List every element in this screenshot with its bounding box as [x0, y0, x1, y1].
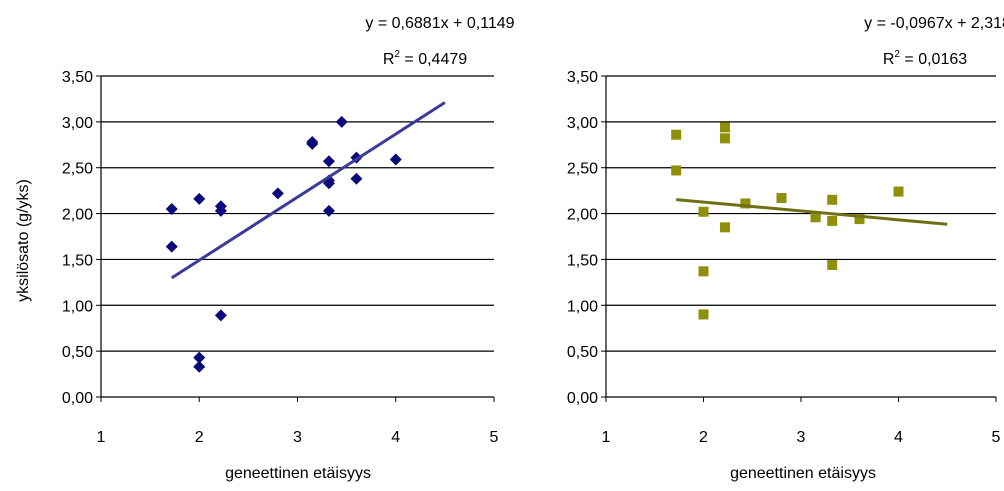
trendline	[170, 101, 446, 280]
y-tick-label: 3,50	[567, 69, 598, 86]
x-axis-title: geneettinen etäisyys	[225, 465, 371, 482]
data-point-diamond	[165, 240, 178, 253]
data-point-square	[698, 266, 709, 277]
data-point-diamond	[322, 204, 335, 217]
y-tick-label: 2,00	[567, 207, 598, 224]
data-point-square	[698, 309, 709, 320]
y-tick-label: 0,00	[62, 390, 93, 407]
r-squared-superscript: 2	[894, 49, 900, 60]
x-tick-label: 5	[992, 429, 1001, 446]
x-tick-label: 3	[797, 429, 806, 446]
r-squared-prefix: R	[883, 51, 895, 68]
data-point-diamond	[214, 309, 227, 322]
x-tick-label: 1	[97, 429, 106, 446]
data-point-square	[719, 133, 730, 144]
r-squared-superscript: 2	[394, 49, 400, 60]
x-tick-label: 2	[699, 429, 708, 446]
y-tick-label: 0,50	[567, 344, 598, 361]
data-point-diamond	[214, 204, 227, 217]
data-point-diamond	[389, 153, 402, 166]
x-tick-label: 5	[490, 429, 499, 446]
data-point-square	[827, 259, 838, 270]
y-tick-label: 3,50	[62, 69, 93, 86]
y-tick-label: 1,00	[62, 298, 93, 315]
data-point-square	[719, 222, 730, 233]
trendline-equation: y = -0,0967x + 2,3187	[864, 15, 1004, 32]
data-point-square	[810, 212, 821, 223]
x-tick-label: 4	[391, 429, 400, 446]
y-tick-label: 1,50	[567, 252, 598, 269]
data-point-square	[671, 129, 682, 140]
data-point-square	[854, 214, 865, 225]
r-squared-label: R2 = 0,4479	[383, 49, 467, 68]
data-point-diamond	[322, 155, 335, 168]
x-tick-label: 3	[293, 429, 302, 446]
y-tick-label: 2,50	[62, 161, 93, 178]
data-point-diamond	[193, 192, 206, 205]
r-squared-value: = 0,0163	[900, 51, 967, 68]
data-point-diamond	[306, 137, 319, 150]
y-tick-label: 0,50	[62, 344, 93, 361]
data-point-square	[827, 194, 838, 205]
chart-panel-2: 0,00 0,50 1,00 1,50 2,00 2,50 3,00 3,50 1 2 3 4 5 y =…	[567, 15, 1004, 482]
x-tick-label: 2	[195, 429, 204, 446]
y-tick-label: 3,00	[62, 115, 93, 132]
data-point-square	[719, 122, 730, 133]
y-tick-label: 1,50	[62, 252, 93, 269]
data-point-square	[827, 215, 838, 226]
data-point-diamond	[165, 202, 178, 215]
y-tick-label: 1,00	[567, 298, 598, 315]
trendline	[676, 198, 948, 226]
trendline-equation: y = 0,6881x + 0,1149	[365, 15, 514, 32]
x-tick-label: 1	[602, 429, 611, 446]
data-point-diamond	[350, 172, 363, 185]
y-tick-label: 0,00	[567, 390, 598, 407]
x-axis-title: geneettinen etäisyys	[730, 465, 876, 482]
data-point-diamond	[271, 187, 284, 200]
y-tick-label: 2,50	[567, 161, 598, 178]
data-point-diamond	[193, 351, 206, 364]
x-tick-label: 4	[894, 429, 903, 446]
data-point-square	[740, 198, 751, 209]
y-tick-label: 2,00	[62, 207, 93, 224]
y-tick-label: 3,00	[567, 115, 598, 132]
r-squared-prefix: R	[383, 51, 395, 68]
data-point-square	[698, 206, 709, 217]
data-point-square	[671, 165, 682, 176]
y-axis-title: yksilösato (g/yks)	[15, 179, 32, 302]
data-point-diamond	[193, 360, 206, 373]
data-point-square	[776, 192, 787, 203]
r-squared-value: = 0,4479	[400, 51, 467, 68]
data-point-diamond	[335, 115, 348, 128]
r-squared-label: R2 = 0,0163	[883, 49, 967, 68]
chart-panel-1: 0,00 0,50 1,00 1,50 2,00 2,50 3,00 3,50 1 2 3 4 5 y =…	[15, 15, 515, 482]
data-point-square	[893, 186, 904, 197]
